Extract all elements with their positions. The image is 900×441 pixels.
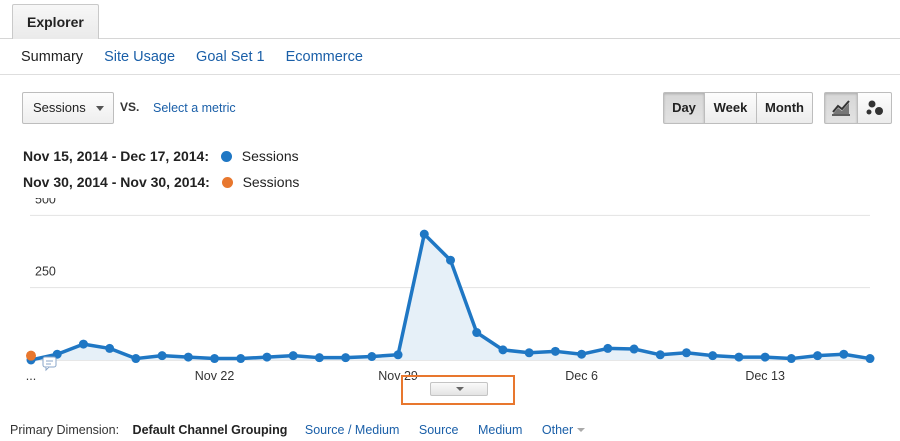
explorer-tab-bar: Explorer [0,0,900,39]
line-chart-icon [832,100,850,116]
data-point[interactable] [183,352,193,362]
x-tick-label: Dec 6 [565,369,598,383]
legend-date-range: Nov 30, 2014 - Nov 30, 2014: [23,174,210,190]
motion-chart-button[interactable] [858,92,892,124]
month-button[interactable]: Month [757,92,813,124]
week-button[interactable]: Week [705,92,757,124]
resize-handle-highlight [401,375,515,405]
data-point[interactable] [105,343,115,353]
data-point[interactable] [577,349,587,359]
subtab-goal-set-1[interactable]: Goal Set 1 [196,49,265,65]
data-point[interactable] [210,354,220,364]
data-point[interactable] [367,352,377,362]
day-button[interactable]: Day [663,92,705,124]
primary-dimension-bar: Primary Dimension: Default Channel Group… [10,423,601,437]
sessions-chart[interactable]: 500 250... Nov 22 Nov 29 Dec 6 Dec 13 [0,198,900,388]
data-point[interactable] [655,350,665,360]
data-point[interactable] [708,351,718,361]
data-point[interactable] [78,339,88,349]
subtab-site-usage[interactable]: Site Usage [104,49,176,65]
data-point[interactable] [262,352,272,362]
dimension-option-source[interactable]: Source [418,423,459,437]
subtab-ecommerce[interactable]: Ecommerce [285,49,363,65]
data-point[interactable] [734,352,744,362]
metric-dropdown-value: Sessions [33,100,86,115]
data-point[interactable] [524,348,534,358]
data-point[interactable] [157,351,167,361]
y-tick-label: 250 [35,265,56,279]
legend-series-name: Sessions [241,148,299,164]
data-point[interactable] [760,352,770,362]
data-point[interactable] [446,255,455,265]
dimension-option-medium[interactable]: Medium [477,423,523,437]
select-metric-link[interactable]: Select a metric [153,101,236,115]
data-point[interactable] [131,354,141,364]
vs-label: VS. [120,100,140,114]
data-point[interactable] [681,348,691,358]
x-tick-label: Nov 22 [195,369,235,383]
data-point[interactable] [288,351,298,361]
chevron-down-icon [577,428,586,432]
line-chart-button[interactable] [824,92,858,124]
legend-series-name: Sessions [242,174,300,190]
data-point[interactable] [629,344,639,354]
subtab-summary[interactable]: Summary [21,49,84,65]
x-tick-label: ... [26,369,36,383]
dimension-option-other[interactable]: Other [541,423,586,437]
primary-dimension-current: Default Channel Grouping [132,423,288,437]
legend-date-range: Nov 15, 2014 - Dec 17, 2014: [23,148,210,164]
data-point[interactable] [393,350,403,360]
legend-dot [220,151,232,162]
data-point[interactable] [314,353,324,363]
data-point[interactable] [236,354,246,364]
chart-resize-handle[interactable] [430,382,488,396]
data-point[interactable] [341,353,351,363]
divider [0,74,900,75]
x-tick-label: Nov 29 [378,369,418,383]
primary-dimension-label: Primary Dimension: [10,423,120,437]
tab-explorer[interactable]: Explorer [12,4,99,39]
data-point[interactable] [865,354,875,364]
comparison-data-point[interactable] [26,350,36,361]
data-point[interactable] [839,349,849,359]
legend-row-primary: Nov 15, 2014 - Dec 17, 2014: Sessions [23,148,299,164]
legend-dot [221,177,233,188]
data-point[interactable] [419,229,429,239]
data-point[interactable] [52,349,62,359]
chevron-down-icon [456,387,464,391]
data-point[interactable] [786,354,796,364]
period-button-group: Day Week Month [663,92,813,124]
metric-dropdown[interactable]: Sessions [22,92,114,124]
subtab-bar: Summary Site Usage Goal Set 1 Ecommerce [21,49,380,65]
data-point[interactable] [550,346,560,356]
chevron-down-icon [96,106,104,111]
sessions-area [31,234,870,360]
chart-type-button-group [824,92,892,124]
data-point[interactable] [498,345,508,355]
annotation-icon[interactable] [42,356,57,372]
x-tick-label: Dec 13 [745,369,785,383]
legend-row-comparison: Nov 30, 2014 - Nov 30, 2014: Sessions [23,174,299,190]
dimension-option-source-medium[interactable]: Source / Medium [304,423,400,437]
data-point[interactable] [472,328,482,338]
data-point[interactable] [813,351,823,361]
dimension-option-other-label: Other [541,423,574,437]
motion-chart-icon [866,100,883,115]
data-point[interactable] [603,343,613,353]
y-tick-label: 500 [35,198,56,206]
